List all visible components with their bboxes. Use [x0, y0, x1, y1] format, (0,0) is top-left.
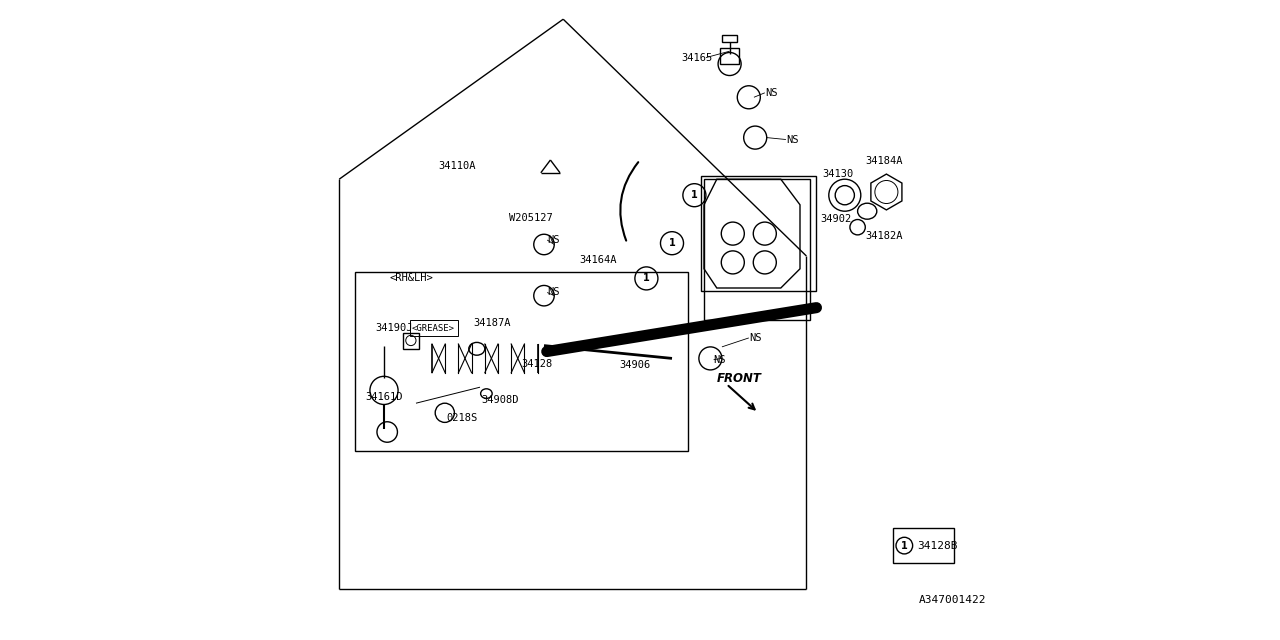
Bar — [403, 333, 420, 349]
Text: NS: NS — [749, 333, 762, 343]
Text: 34906: 34906 — [620, 360, 650, 370]
Text: <RH&LH>: <RH&LH> — [389, 273, 433, 284]
Text: A347001422: A347001422 — [919, 595, 986, 605]
FancyArrowPatch shape — [547, 308, 817, 351]
Text: 34184A: 34184A — [865, 156, 902, 166]
Text: 1: 1 — [901, 541, 908, 550]
Text: 34165: 34165 — [681, 52, 713, 63]
Text: 1: 1 — [643, 273, 650, 284]
Bar — [722, 35, 737, 42]
Text: 34908D: 34908D — [481, 395, 518, 405]
Bar — [410, 320, 458, 336]
Text: FRONT: FRONT — [717, 372, 762, 385]
Text: 1: 1 — [668, 238, 676, 248]
Text: NS: NS — [714, 355, 726, 365]
Bar — [356, 272, 689, 451]
Bar — [704, 179, 810, 320]
Bar — [701, 176, 817, 291]
Text: NS: NS — [548, 235, 559, 245]
Text: 34130: 34130 — [823, 169, 854, 179]
Text: 34110A: 34110A — [438, 161, 476, 172]
Text: 0218S: 0218S — [447, 413, 477, 423]
Text: 1: 1 — [691, 190, 698, 200]
Text: <GREASE>: <GREASE> — [412, 323, 454, 333]
Text: 34190J: 34190J — [375, 323, 412, 333]
Bar — [893, 528, 954, 563]
Bar — [719, 48, 740, 64]
Text: W205127: W205127 — [508, 212, 553, 223]
Text: 34164A: 34164A — [580, 255, 617, 266]
Text: 34902: 34902 — [820, 214, 851, 224]
Text: 34187A: 34187A — [474, 318, 511, 328]
Text: 34161D: 34161D — [366, 392, 403, 402]
Text: NS: NS — [548, 287, 559, 298]
Text: NS: NS — [765, 88, 777, 98]
Text: 34128: 34128 — [522, 358, 553, 369]
Text: NS: NS — [786, 134, 799, 145]
Text: 34182A: 34182A — [865, 230, 902, 241]
Text: 34128B: 34128B — [916, 541, 957, 550]
